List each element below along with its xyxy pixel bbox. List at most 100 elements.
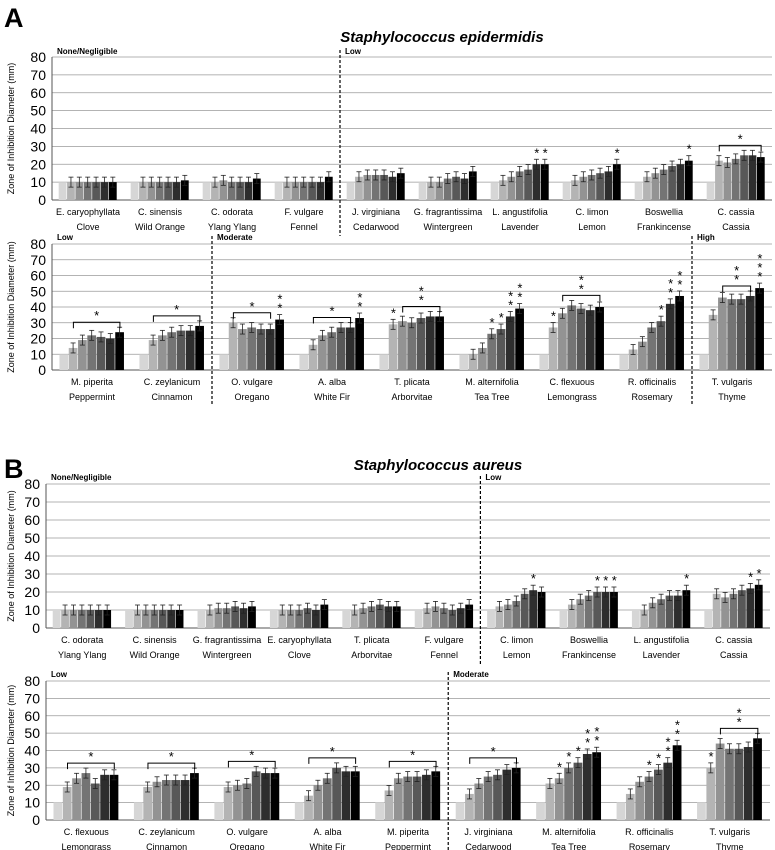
category-common-name: Arborvitae: [351, 650, 392, 660]
bar: [396, 173, 405, 200]
category-common-name: White Fir: [310, 842, 346, 850]
category-group: C. odorata Ylang Ylang: [202, 173, 261, 232]
bar: [554, 778, 564, 820]
significance-star: *: [491, 744, 496, 759]
significance-bracket: [402, 305, 441, 313]
bar: [672, 745, 682, 820]
y-tick-label: 0: [38, 192, 46, 208]
bar: [233, 785, 242, 820]
bar: [643, 176, 651, 200]
significance-star: *: [531, 571, 536, 586]
bar: [139, 354, 149, 370]
bar: [376, 604, 384, 628]
y-tick-label: 30: [30, 315, 46, 331]
bar: [318, 335, 327, 370]
category-group: O. vulgare Oregano *: [214, 747, 280, 850]
significance-star: *: [677, 277, 682, 292]
bar: [729, 593, 738, 628]
bar: [416, 318, 426, 370]
bar: [286, 610, 295, 628]
bar: [634, 182, 643, 200]
bar: [474, 783, 484, 820]
bar: [244, 182, 253, 200]
significance-star: *: [566, 749, 571, 764]
activity-group-label: Low: [345, 47, 362, 56]
bar: [94, 610, 103, 628]
bar: [576, 599, 585, 628]
bar: [715, 160, 723, 200]
bar: [105, 338, 115, 370]
category-common-name: Clove: [288, 650, 311, 660]
category-common-name: Wild Orange: [130, 650, 180, 660]
bar: [388, 176, 397, 200]
bar: [418, 182, 427, 200]
bar: [133, 802, 143, 820]
y-tick-label: 30: [24, 566, 40, 582]
category-group: T. plicata Arborvitae: [342, 599, 401, 660]
significance-star: *: [517, 281, 522, 296]
bar: [439, 608, 448, 628]
bar: [723, 162, 732, 200]
category-group: M. piperita Peppermint *: [375, 747, 441, 850]
y-tick-label: 70: [24, 690, 40, 706]
bar: [734, 748, 744, 820]
bar: [228, 322, 238, 370]
bar: [592, 752, 602, 820]
category-common-name: Ylang Ylang: [58, 650, 106, 660]
bar: [303, 608, 312, 628]
y-tick-label: 20: [24, 584, 40, 600]
activity-group-label: Low: [57, 233, 74, 242]
bar: [564, 767, 573, 820]
bar: [536, 802, 545, 820]
category-label: T. plicata: [394, 377, 430, 387]
bar: [651, 173, 660, 200]
bar: [109, 774, 119, 820]
bar: [380, 174, 388, 200]
y-tick-label: 80: [30, 49, 46, 65]
bar: [222, 608, 231, 628]
y-tick-label: 70: [30, 67, 46, 83]
y-axis-label: Zone of Inhibition Diameter (mm): [6, 490, 16, 622]
category-label: Boswellia: [570, 635, 608, 645]
bar: [103, 610, 112, 628]
bar: [164, 182, 172, 200]
category-label: T. vulgaris: [712, 377, 753, 387]
category-group: E. caryophyllata Clove: [56, 176, 120, 232]
bar: [468, 354, 478, 370]
bar: [511, 767, 521, 820]
y-tick-label: 20: [30, 156, 46, 172]
bar: [628, 349, 638, 370]
bar: [291, 182, 300, 200]
bar: [582, 753, 592, 820]
significance-star: *: [594, 733, 599, 748]
y-axis-label: Zone of Inhibition Diameter (mm): [6, 685, 16, 817]
bar: [455, 802, 465, 820]
bar: [537, 592, 546, 628]
y-tick-label: 0: [32, 812, 40, 828]
bar: [143, 786, 153, 820]
significance-bracket: [312, 316, 352, 324]
bar: [322, 778, 332, 820]
y-tick-label: 10: [24, 795, 40, 811]
bar: [197, 610, 206, 628]
bar: [435, 316, 444, 370]
bar: [342, 610, 351, 628]
category-common-name: Lemongrass: [547, 392, 597, 402]
bar: [161, 780, 171, 820]
bar: [478, 347, 487, 370]
significance-star: *: [585, 735, 590, 750]
y-tick-label: 50: [24, 725, 40, 741]
bar: [341, 771, 351, 820]
chart-title: Staphylococcus aureus: [354, 457, 522, 474]
bar: [576, 308, 586, 370]
category-common-name: Arborvitae: [391, 392, 432, 402]
bar: [422, 774, 431, 820]
bar: [545, 783, 555, 820]
bar: [487, 610, 495, 628]
bar: [540, 164, 549, 200]
bar: [53, 802, 63, 820]
bar: [665, 595, 674, 628]
